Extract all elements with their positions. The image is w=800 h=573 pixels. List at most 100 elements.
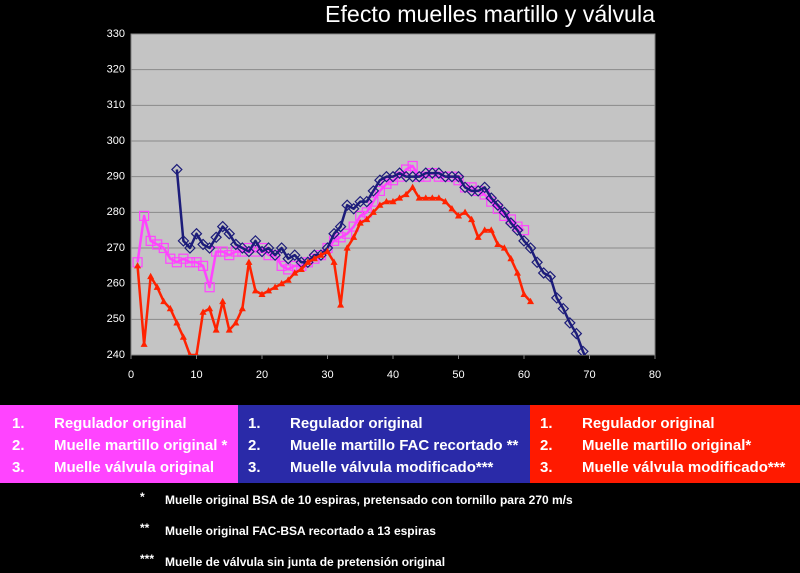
marker [507, 254, 515, 262]
marker [153, 283, 161, 290]
marker [557, 302, 570, 315]
marker [468, 215, 476, 223]
legend-box [0, 405, 238, 483]
legend-label: Regulador original [290, 415, 423, 432]
footnote-mark: ** [140, 521, 150, 535]
x-tick-label: 0 [128, 369, 134, 381]
marker [160, 297, 168, 305]
legend-label: Regulador original [54, 415, 187, 432]
marker [341, 199, 353, 212]
legend-number: 1. [12, 415, 25, 432]
marker [145, 235, 156, 246]
marker [494, 240, 502, 248]
marker [518, 235, 530, 247]
legend-label: Regulador original [582, 415, 715, 432]
marker [330, 258, 338, 265]
marker [158, 242, 169, 254]
marker [262, 242, 275, 254]
marker [165, 253, 176, 264]
marker [454, 212, 463, 219]
marker [531, 256, 543, 269]
legend-label: Muelle válvula original [54, 459, 214, 476]
marker [550, 292, 563, 304]
legend-box [238, 405, 530, 483]
marker [491, 199, 504, 212]
marker [505, 217, 517, 229]
y-tick-label: 270 [107, 242, 125, 254]
legend-label: Muelle válvula modificado*** [582, 459, 786, 476]
marker [210, 231, 222, 244]
marker [197, 238, 209, 251]
marker [402, 190, 410, 198]
marker [291, 269, 299, 276]
marker [238, 304, 246, 312]
marker [251, 287, 259, 294]
marker [356, 219, 364, 226]
legend-number: 1. [248, 415, 261, 432]
marker [498, 206, 511, 219]
marker [481, 226, 489, 233]
marker [194, 351, 199, 355]
marker [342, 228, 353, 239]
y-tick-label: 320 [107, 64, 125, 76]
marker [350, 233, 358, 240]
marker [360, 195, 373, 208]
marker [304, 258, 312, 265]
marker [184, 257, 196, 268]
marker [212, 326, 220, 333]
marker [225, 326, 233, 333]
marker [152, 239, 163, 250]
x-tick-label: 30 [321, 369, 333, 381]
footnote-mark: * [140, 490, 145, 504]
legend-label: Muelle martillo original * [54, 437, 228, 454]
marker [520, 290, 528, 297]
marker [382, 197, 390, 205]
marker [250, 246, 261, 257]
marker [409, 183, 417, 190]
marker [347, 202, 360, 215]
legend-label: Muelle martillo original* [582, 437, 751, 454]
marker [459, 181, 471, 194]
marker [407, 160, 418, 172]
marker [140, 340, 148, 347]
marker [433, 167, 445, 179]
marker [461, 208, 469, 215]
plot-area [130, 33, 656, 356]
marker [524, 242, 537, 254]
marker [229, 238, 242, 251]
marker [396, 194, 404, 201]
marker [236, 242, 249, 254]
marker [199, 308, 207, 315]
x-tick-label: 80 [649, 369, 661, 381]
marker [147, 272, 155, 280]
marker [415, 194, 423, 201]
marker [232, 319, 240, 326]
x-tick-label: 10 [190, 369, 202, 381]
marker [564, 317, 576, 329]
legend-box [530, 405, 800, 483]
marker [513, 269, 521, 276]
marker [363, 215, 371, 223]
legend-number: 3. [248, 459, 261, 476]
marker [474, 233, 482, 240]
marker [243, 245, 255, 258]
marker [171, 257, 182, 268]
marker [323, 247, 332, 255]
series-layer [132, 160, 589, 355]
marker [284, 276, 292, 283]
marker [204, 282, 215, 293]
marker [441, 197, 449, 205]
y-tick-label: 330 [107, 28, 125, 40]
marker [203, 242, 216, 254]
legend-number: 3. [540, 459, 553, 476]
marker [422, 194, 430, 201]
marker [249, 235, 262, 247]
legend-number: 2. [540, 437, 553, 454]
marker [297, 265, 305, 272]
marker [245, 258, 253, 265]
legend-label: Muelle válvula modificado*** [290, 459, 494, 476]
x-tick-label: 70 [583, 369, 595, 381]
marker [337, 301, 345, 308]
marker [376, 201, 384, 208]
marker [368, 196, 379, 207]
